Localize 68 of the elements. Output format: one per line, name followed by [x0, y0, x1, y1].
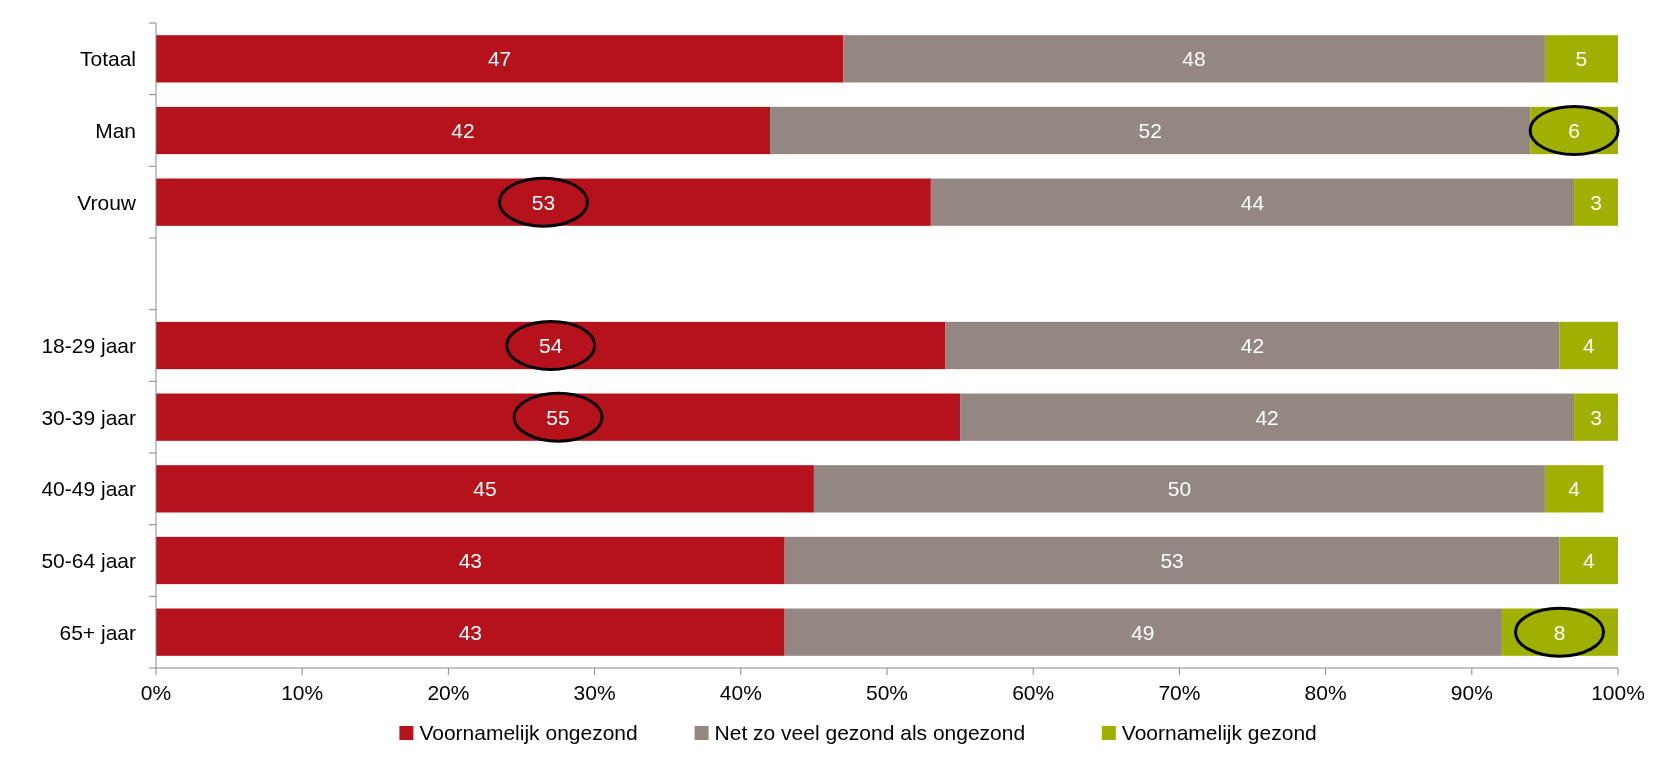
- y-tick-label: Totaal: [79, 47, 136, 71]
- bar: [784, 536, 1560, 585]
- data-label: 5: [1575, 47, 1588, 71]
- bar: [1559, 321, 1618, 370]
- data-label: 42: [1255, 405, 1279, 429]
- bar: [156, 321, 946, 370]
- bar: [930, 178, 1575, 226]
- x-tick-label: 90%: [1450, 681, 1493, 704]
- bar: [156, 608, 785, 656]
- y-tick-label: Man: [95, 118, 136, 142]
- data-label: 4: [1568, 477, 1581, 501]
- data-label: 48: [1182, 47, 1206, 71]
- bar: [1544, 35, 1618, 83]
- legend-label: Net zo veel gezond als ongezond: [714, 721, 1026, 744]
- bar: [156, 178, 931, 226]
- bar: [156, 106, 771, 155]
- data-label: 3: [1590, 405, 1602, 429]
- data-label: 53: [1160, 548, 1184, 572]
- data-label: 55: [546, 405, 570, 429]
- data-label: 8: [1553, 620, 1566, 644]
- y-tick-label: 40-49 jaar: [41, 477, 137, 501]
- x-tick-label: 100%: [1591, 681, 1645, 704]
- x-tick-label: 40%: [719, 681, 762, 704]
- y-tick-label: 65+ jaar: [59, 620, 136, 644]
- x-tick-label: 20%: [427, 681, 470, 704]
- bar: [1574, 178, 1618, 226]
- bar: [1559, 536, 1618, 585]
- data-label: 4: [1582, 333, 1595, 357]
- x-tick-label: 30%: [573, 681, 616, 704]
- x-tick-label: 80%: [1304, 681, 1347, 704]
- x-tick-label: 60%: [1012, 681, 1055, 704]
- bar: [156, 393, 961, 441]
- data-label: 47: [487, 47, 512, 71]
- bar: [843, 35, 1545, 83]
- bar: [770, 106, 1531, 155]
- bar: [156, 536, 785, 585]
- data-label: 3: [1590, 190, 1602, 214]
- data-label: 52: [1138, 118, 1162, 142]
- data-label: 53: [531, 190, 556, 214]
- data-label: 43: [458, 620, 483, 644]
- x-tick-label: 50%: [865, 681, 909, 704]
- data-label: 45: [473, 477, 497, 501]
- y-tick-label: 50-64 jaar: [41, 548, 137, 572]
- data-label: 49: [1131, 620, 1155, 644]
- bar: [813, 465, 1545, 513]
- data-label: 44: [1240, 190, 1265, 214]
- bar: [1544, 465, 1604, 513]
- data-label: 50: [1167, 477, 1192, 501]
- bar: [156, 465, 814, 513]
- x-tick-label: 0%: [140, 681, 172, 704]
- data-label: 42: [451, 118, 475, 142]
- bar: [945, 321, 1560, 370]
- data-label: 54: [539, 333, 563, 357]
- bar: [156, 35, 844, 83]
- bar: [784, 608, 1502, 656]
- data-label: 6: [1568, 118, 1580, 142]
- data-label: 43: [458, 548, 483, 572]
- data-label: 42: [1240, 333, 1265, 357]
- data-label: 4: [1582, 548, 1595, 572]
- x-tick-label: 70%: [1158, 681, 1201, 704]
- y-tick-label: Vrouw: [77, 190, 137, 214]
- legend-label: Voornamelijk gezond: [1121, 721, 1317, 744]
- y-tick-label: 18-29 jaar: [41, 333, 137, 357]
- bar: [960, 393, 1575, 441]
- legend-label: Voornamelijk ongezond: [419, 721, 638, 744]
- y-tick-label: 30-39 jaar: [41, 405, 137, 429]
- x-tick-label: 10%: [281, 681, 324, 704]
- bar: [1574, 393, 1618, 441]
